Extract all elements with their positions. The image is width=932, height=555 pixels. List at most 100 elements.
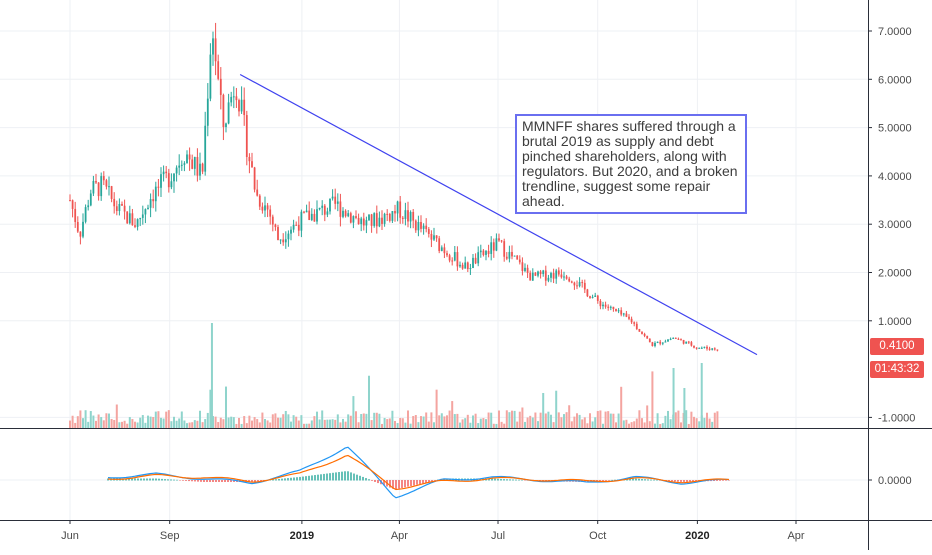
candle-body: [625, 313, 628, 317]
volume-bar: [578, 414, 581, 428]
volume-bar: [256, 419, 259, 428]
candle-body: [596, 295, 599, 301]
candle-body: [300, 211, 303, 231]
candle-body: [518, 259, 521, 263]
candle-body: [646, 335, 649, 339]
macd-histogram-bar: [194, 480, 196, 482]
volume-bar: [547, 411, 550, 428]
volume-bar: [414, 415, 417, 428]
candle-body: [297, 224, 300, 231]
candle-body: [225, 123, 227, 128]
candle-body: [157, 186, 160, 188]
macd-histogram-bar: [647, 479, 649, 481]
volume-bar: [136, 422, 139, 428]
volume-bar: [518, 411, 521, 428]
candle-body: [196, 157, 199, 176]
volume-bar: [100, 417, 103, 428]
macd-histogram-bar: [155, 478, 157, 481]
volume-bar: [381, 423, 383, 428]
volume-bar: [656, 413, 659, 428]
candle-body: [383, 213, 386, 224]
volume-bar: [661, 423, 664, 428]
candle-body: [266, 205, 269, 210]
candle-body: [513, 255, 516, 257]
volume-bar: [659, 423, 662, 428]
candle-body: [69, 200, 71, 202]
macd-histogram-bar: [521, 479, 523, 481]
candle-body: [615, 308, 617, 312]
candle-body: [173, 173, 175, 182]
volume-bar: [157, 411, 160, 428]
volume-bar: [383, 417, 386, 428]
candle-body: [344, 210, 347, 217]
candle-body: [404, 210, 407, 219]
volume-bar: [706, 412, 708, 428]
candle-body: [607, 306, 610, 308]
annotation-box[interactable]: MMNFF shares suffered through a brutal 2…: [515, 114, 747, 214]
volume-bar: [334, 419, 337, 428]
candle-body: [323, 205, 326, 215]
macd-histogram-bar: [320, 474, 322, 481]
volume-bar: [292, 415, 295, 428]
volume-bar: [674, 412, 677, 428]
candle-body: [612, 306, 615, 309]
trendline-layer[interactable]: [239, 73, 758, 356]
candle-body: [433, 235, 435, 240]
volume-bar: [149, 416, 152, 428]
volume-bar: [212, 416, 214, 428]
candle-body: [669, 338, 672, 340]
candle-body: [84, 207, 87, 222]
candle-body: [378, 217, 381, 227]
candle-body: [508, 251, 511, 259]
volume-bar: [612, 413, 615, 428]
candle-body: [620, 310, 623, 315]
macd-histogram-bar: [395, 480, 397, 490]
candle-body: [461, 264, 464, 269]
macd-histogram-bar: [329, 473, 331, 481]
macd-histogram-bar: [413, 480, 415, 486]
volume-bar: [690, 411, 693, 428]
volume-bar: [186, 423, 188, 428]
macd-histogram-bar: [383, 480, 385, 486]
macd-histogram-bar: [224, 480, 226, 482]
macd-histogram-bar: [335, 472, 337, 481]
macd-histogram-bar: [677, 480, 679, 482]
candle-body: [706, 346, 708, 349]
candle-body: [578, 282, 581, 287]
macd-histogram-bar: [275, 479, 277, 481]
volume-bar: [69, 420, 71, 428]
candle-body: [329, 198, 331, 212]
macd-histogram-bar: [218, 480, 220, 482]
candle-body: [154, 186, 157, 202]
macd-histogram-bar: [404, 480, 406, 488]
candle-body: [277, 227, 279, 241]
candle-body: [651, 342, 654, 347]
candle-body: [568, 278, 571, 282]
macd-histogram-bar: [152, 478, 154, 481]
candle-body: [222, 94, 225, 128]
candle-body: [230, 96, 233, 103]
macd-histogram-bar: [260, 480, 262, 482]
candle-body: [269, 209, 272, 217]
macd-line-0: [107, 446, 730, 499]
candle-body: [544, 270, 547, 281]
candle-body: [89, 193, 92, 206]
volume-bar: [685, 410, 688, 428]
y-tick-label: 7.0000: [878, 26, 912, 38]
volume-bar: [648, 421, 651, 428]
candle-body: [136, 219, 139, 227]
macd-histogram-bar: [512, 479, 514, 481]
candle-body: [204, 125, 207, 172]
volume-bar: [539, 412, 542, 428]
candle-body: [375, 213, 378, 227]
volume-bar: [232, 417, 235, 428]
volume-bar: [183, 420, 186, 428]
macd-histogram-bar: [230, 480, 232, 482]
macd-histogram-bar: [722, 480, 724, 481]
y-tick-label: 6.0000: [878, 74, 912, 86]
volume-bar: [261, 412, 264, 428]
volume-bar: [362, 413, 365, 428]
candle-body: [505, 256, 508, 259]
macd-histogram-bar: [599, 480, 601, 482]
